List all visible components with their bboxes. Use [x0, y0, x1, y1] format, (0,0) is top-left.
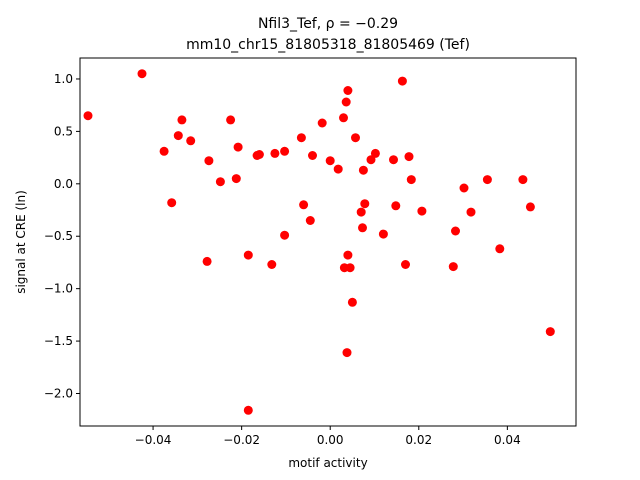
- data-point: [406, 175, 416, 185]
- data-point: [243, 250, 253, 260]
- data-point: [137, 69, 147, 79]
- x-tick-label: 0.04: [494, 433, 521, 447]
- data-point: [226, 115, 236, 125]
- y-tick-label: 0.0: [54, 177, 73, 191]
- data-point: [459, 183, 469, 193]
- chart-title-line1: Nfil3_Tef, ρ = −0.29: [258, 16, 398, 32]
- data-point: [204, 156, 214, 166]
- data-point: [370, 148, 380, 158]
- data-point: [270, 148, 280, 158]
- y-tick-label: 1.0: [54, 72, 73, 86]
- data-point: [231, 174, 241, 184]
- data-point: [333, 164, 343, 174]
- data-point: [366, 155, 376, 165]
- data-point: [358, 223, 367, 233]
- data-points: [83, 69, 555, 415]
- x-tick-label: −0.02: [223, 433, 260, 447]
- data-point: [243, 405, 253, 415]
- data-point: [280, 230, 290, 240]
- data-point: [451, 226, 460, 236]
- data-point: [378, 229, 388, 239]
- data-point: [167, 198, 177, 208]
- chart-titles: Nfil3_Tef, ρ = −0.29 mm10_chr15_81805318…: [186, 16, 470, 53]
- x-tick-label: 0.02: [405, 433, 432, 447]
- data-point: [525, 202, 535, 212]
- data-point: [173, 131, 183, 141]
- data-point: [339, 113, 348, 123]
- data-point: [404, 152, 414, 162]
- data-point: [389, 155, 398, 165]
- data-point: [296, 133, 306, 143]
- data-point: [299, 200, 309, 210]
- data-point: [351, 133, 360, 143]
- x-tick-label: −0.04: [135, 433, 172, 447]
- data-point: [215, 177, 225, 187]
- y-axis-label: signal at CRE (ln): [14, 190, 28, 294]
- data-point: [343, 86, 353, 95]
- x-axis-label: motif activity: [288, 456, 367, 470]
- data-point: [343, 250, 353, 260]
- data-point: [305, 216, 315, 225]
- y-tick-label: 0.5: [54, 124, 73, 138]
- data-point: [83, 111, 93, 121]
- chart-title-line2: mm10_chr15_81805318_81805469 (Tef): [186, 37, 470, 53]
- data-point: [495, 244, 505, 254]
- data-point: [448, 262, 458, 272]
- y-tick-label: −1.5: [44, 334, 73, 348]
- x-axis-ticks: −0.04 −0.02 0.00 0.02 0.04: [135, 426, 521, 447]
- data-point: [254, 150, 264, 159]
- data-point: [360, 199, 370, 209]
- data-point: [347, 297, 357, 307]
- data-point: [401, 260, 410, 269]
- data-point: [356, 207, 366, 217]
- data-point: [186, 136, 196, 146]
- y-tick-label: −1.0: [44, 282, 73, 296]
- data-point: [325, 156, 335, 166]
- data-point: [518, 175, 528, 185]
- data-point: [317, 118, 327, 128]
- data-point: [391, 201, 401, 211]
- y-tick-label: −0.5: [44, 229, 73, 243]
- data-point: [466, 207, 476, 217]
- y-axis-ticks: 1.0 0.5 0.0 −0.5 −1.0 −1.5 −2.0: [44, 72, 80, 400]
- data-point: [342, 348, 352, 358]
- data-point: [233, 142, 243, 152]
- data-point: [358, 165, 368, 175]
- data-point: [417, 206, 427, 216]
- x-tick-label: 0.00: [317, 433, 344, 447]
- data-point: [482, 175, 492, 185]
- data-point: [345, 263, 355, 273]
- data-point: [341, 97, 351, 107]
- data-point: [267, 260, 277, 269]
- data-point: [202, 256, 212, 266]
- data-point: [280, 146, 290, 156]
- y-tick-label: −2.0: [44, 386, 73, 400]
- data-point: [159, 146, 169, 156]
- data-point: [397, 76, 407, 86]
- plot-frame: [79, 57, 577, 427]
- data-point: [308, 151, 317, 160]
- data-point: [177, 115, 187, 125]
- data-point: [545, 327, 555, 337]
